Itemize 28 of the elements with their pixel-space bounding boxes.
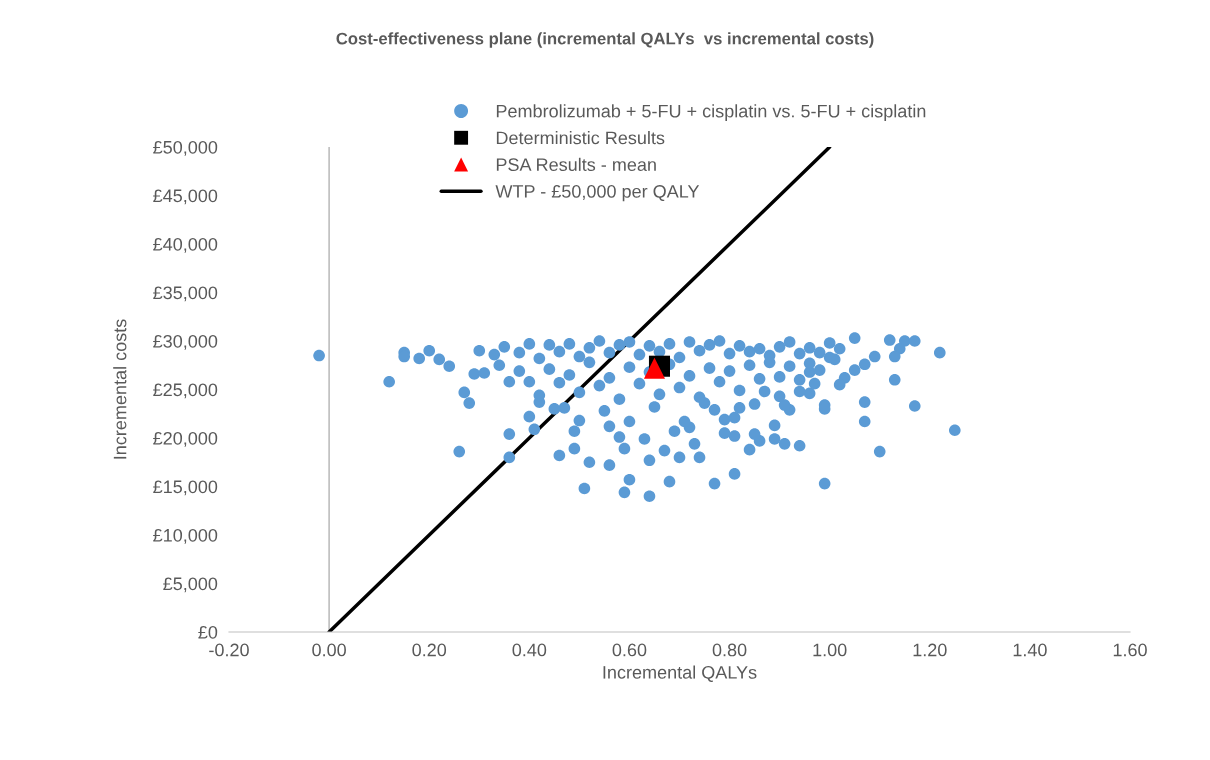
x-tick-label: 0.20 [412, 643, 447, 657]
y-tick-label: £50,000 [153, 140, 218, 156]
y-tick-label: £40,000 [153, 237, 218, 253]
y-tick-label: £0 [198, 625, 218, 639]
chart-title: Cost-effectiveness plane (incremental QALYs vs incremental costs) [336, 32, 874, 48]
x-tick-label: 0.00 [312, 643, 346, 657]
x-tick-label: 1.20 [913, 643, 947, 657]
x-tick-label: -0.20 [209, 643, 249, 657]
y-tick-label: £15,000 [153, 480, 218, 496]
x-tick-label: 1.00 [813, 643, 847, 657]
legend-label: Pembrolizumab + 5-FU + cisplatin vs. 5-FU + cisplatin [496, 104, 926, 122]
y-tick-label: £35,000 [153, 286, 218, 302]
y-axis-title: Incremental costs [113, 319, 127, 459]
legend-label: PSA Results - mean [496, 157, 656, 172]
y-tick-label: £10,000 [153, 528, 218, 544]
y-tick-label: £45,000 [153, 189, 218, 205]
x-tick-label: 1.40 [1013, 643, 1047, 657]
y-tick-label: £25,000 [153, 383, 218, 399]
legend-label: Deterministic Results [496, 131, 665, 145]
x-tick-label: 0.60 [612, 643, 647, 657]
x-axis-title: Incremental QALYs [603, 665, 757, 682]
legend-label: WTP - £50,000 per QALY [495, 185, 700, 202]
x-tick-label: 0.80 [712, 643, 747, 657]
x-tick-label: 1.60 [1113, 643, 1147, 657]
y-tick-label: £5,000 [163, 577, 218, 593]
x-tick-label: 0.40 [512, 643, 547, 657]
y-tick-label: £20,000 [153, 431, 218, 447]
y-tick-label: £30,000 [153, 334, 218, 350]
